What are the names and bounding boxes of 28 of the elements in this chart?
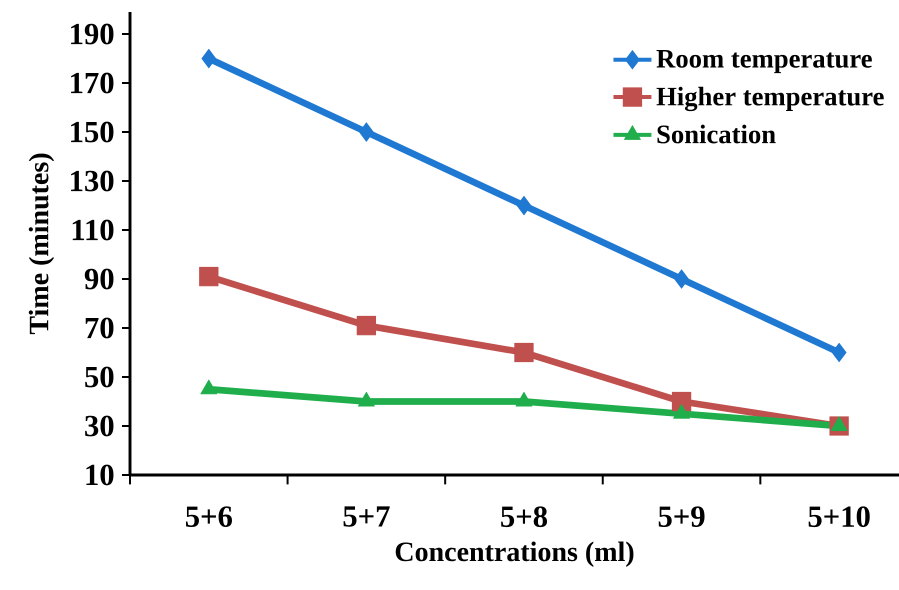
point [199,266,218,286]
legend-label: Room temperature [656,50,872,74]
point [832,342,846,362]
x-tick-label: 5+6 [186,506,232,527]
x-axis-title: Concentrations (ml) [396,542,634,567]
y-tick-label: 10 [86,464,114,486]
x-tick-label: 5+7 [344,506,390,527]
point [356,316,376,336]
y-tick-label: 30 [85,416,114,436]
point [359,122,374,142]
point [514,342,534,362]
legend-label: Higher temperature [656,86,884,112]
point [201,48,216,68]
x-tick-label: 5+9 [658,506,705,527]
legend-label: Sonication [657,124,776,144]
x-tick-label: 5+8 [501,506,548,528]
y-tick-label: 130 [71,170,114,192]
y-tick-label: 150 [71,122,114,142]
y-axis-title: Time (minutes) [28,154,54,334]
y-tick-label: 90 [84,268,114,290]
y-tick-label: 70 [86,318,114,338]
y-tick-label: 110 [72,220,114,240]
point [674,269,689,289]
x-tick-label: 5+10 [808,506,870,528]
y-tick-label: 190 [71,24,114,44]
y-tick-label: 50 [85,366,114,388]
y-tick-label: 170 [71,72,114,94]
point [516,196,532,216]
